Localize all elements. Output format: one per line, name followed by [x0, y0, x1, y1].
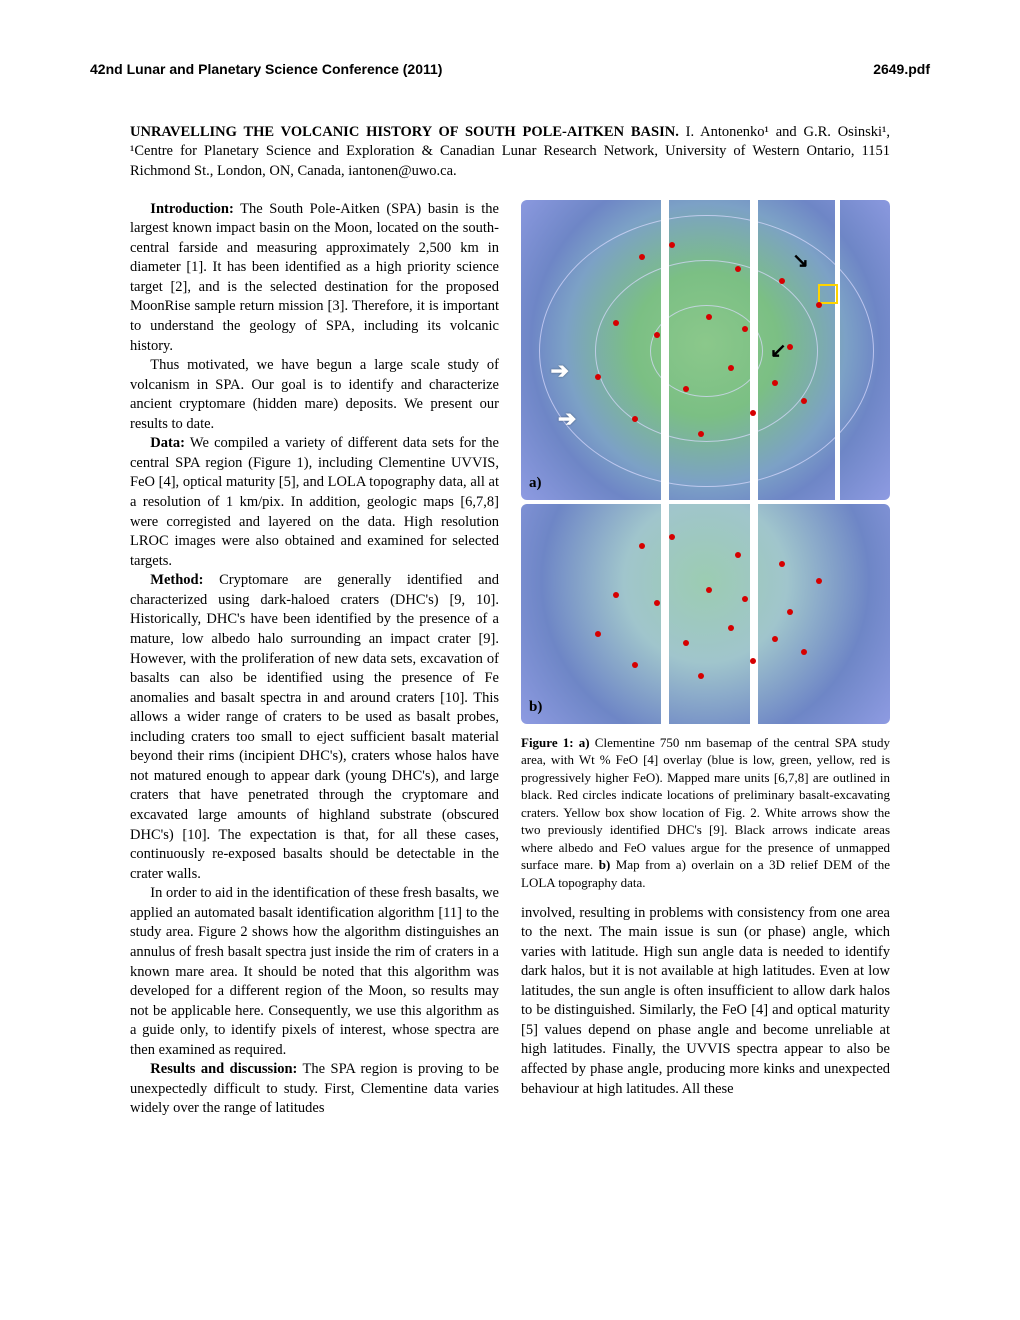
crater-marker-dot [632, 662, 638, 668]
data-text: We compiled a variety of different data … [130, 435, 499, 568]
figure-1b-map: b) [521, 504, 890, 724]
crater-marker-dot [639, 543, 645, 549]
paper-title: UNRAVELLING THE VOLCANIC HISTORY OF SOUT… [130, 124, 679, 140]
crater-marker-dot [698, 673, 704, 679]
crater-marker-dot [742, 596, 748, 602]
data-gap-stripe [750, 504, 758, 724]
white-arrow-icon: ➔ [558, 404, 576, 434]
caption-lead-a: Figure 1: a) [521, 735, 590, 750]
crater-marker-dot [750, 410, 756, 416]
left-column: Introduction: The South Pole-Aitken (SPA… [130, 200, 499, 1119]
crater-marker-dot [735, 266, 741, 272]
data-gap-stripe [835, 200, 840, 500]
crater-marker-dot [801, 649, 807, 655]
crater-marker-dot [654, 332, 660, 338]
method-para: Method: Cryptomare are generally identif… [130, 571, 499, 884]
crater-marker-dot [735, 552, 741, 558]
white-arrow-icon: ➔ [551, 356, 569, 386]
crater-marker-dot [698, 431, 704, 437]
crater-marker-dot [787, 344, 793, 350]
introduction-text: The South Pole-Aitken (SPA) basin is the… [130, 201, 499, 354]
crater-marker-dot [639, 254, 645, 260]
crater-marker-dot [613, 320, 619, 326]
crater-marker-dot [595, 631, 601, 637]
data-para: Data: We compiled a variety of different… [130, 434, 499, 571]
crater-marker-dot [779, 278, 785, 284]
conference-name: 42nd Lunar and Planetary Science Confere… [90, 60, 442, 79]
crater-marker-dot [706, 587, 712, 593]
results-continued: involved, resulting in problems with con… [521, 904, 890, 1100]
method-para-2: In order to aid in the identification of… [130, 884, 499, 1060]
crater-marker-dot [728, 625, 734, 631]
crater-marker-dot [654, 600, 660, 606]
crater-marker-dot [816, 578, 822, 584]
introduction-para: Introduction: The South Pole-Aitken (SPA… [130, 200, 499, 357]
method-heading: Method: [150, 572, 203, 588]
right-column: ➔ ➔ ↘ ↙ a) b) Figure 1: a) Clementine 75… [521, 200, 890, 1119]
results-heading: Results and discussion: [150, 1061, 297, 1077]
data-gap-stripe [750, 200, 758, 500]
crater-marker-dot [683, 640, 689, 646]
yellow-box-marker [818, 284, 838, 304]
crater-marker-dot [683, 386, 689, 392]
introduction-heading: Introduction: [150, 201, 234, 217]
page-header: 42nd Lunar and Planetary Science Confere… [90, 60, 930, 79]
crater-marker-dot [772, 636, 778, 642]
figure-label-a: a) [529, 473, 542, 493]
caption-lead-b: b) [599, 857, 611, 872]
black-arrow-icon: ↘ [792, 248, 809, 275]
pdf-id: 2649.pdf [873, 60, 930, 79]
crater-marker-dot [669, 242, 675, 248]
crater-marker-dot [613, 592, 619, 598]
crater-marker-dot [728, 365, 734, 371]
figure-label-b: b) [529, 697, 542, 717]
crater-marker-dot [779, 561, 785, 567]
black-arrow-icon: ↙ [770, 338, 787, 365]
title-author-block: UNRAVELLING THE VOLCANIC HISTORY OF SOUT… [90, 123, 930, 182]
data-heading: Data: [150, 435, 185, 451]
crater-marker-dot [632, 416, 638, 422]
figure-1a-map: ➔ ➔ ↘ ↙ a) [521, 200, 890, 500]
crater-marker-dot [816, 302, 822, 308]
crater-marker-dot [595, 374, 601, 380]
crater-marker-dot [669, 534, 675, 540]
two-column-layout: Introduction: The South Pole-Aitken (SPA… [90, 200, 930, 1119]
crater-marker-dot [787, 609, 793, 615]
results-para: Results and discussion: The SPA region i… [130, 1060, 499, 1119]
introduction-para-2: Thus motivated, we have begun a large sc… [130, 356, 499, 434]
crater-marker-dot [742, 326, 748, 332]
crater-marker-dot [706, 314, 712, 320]
caption-text-a: Clementine 750 nm basemap of the central… [521, 735, 890, 873]
figure-1: ➔ ➔ ↘ ↙ a) b) [521, 200, 890, 724]
method-text: Cryptomare are generally identified and … [130, 572, 499, 881]
figure-1-caption: Figure 1: a) Clementine 750 nm basemap o… [521, 734, 890, 892]
crater-marker-dot [772, 380, 778, 386]
crater-marker-dot [750, 658, 756, 664]
